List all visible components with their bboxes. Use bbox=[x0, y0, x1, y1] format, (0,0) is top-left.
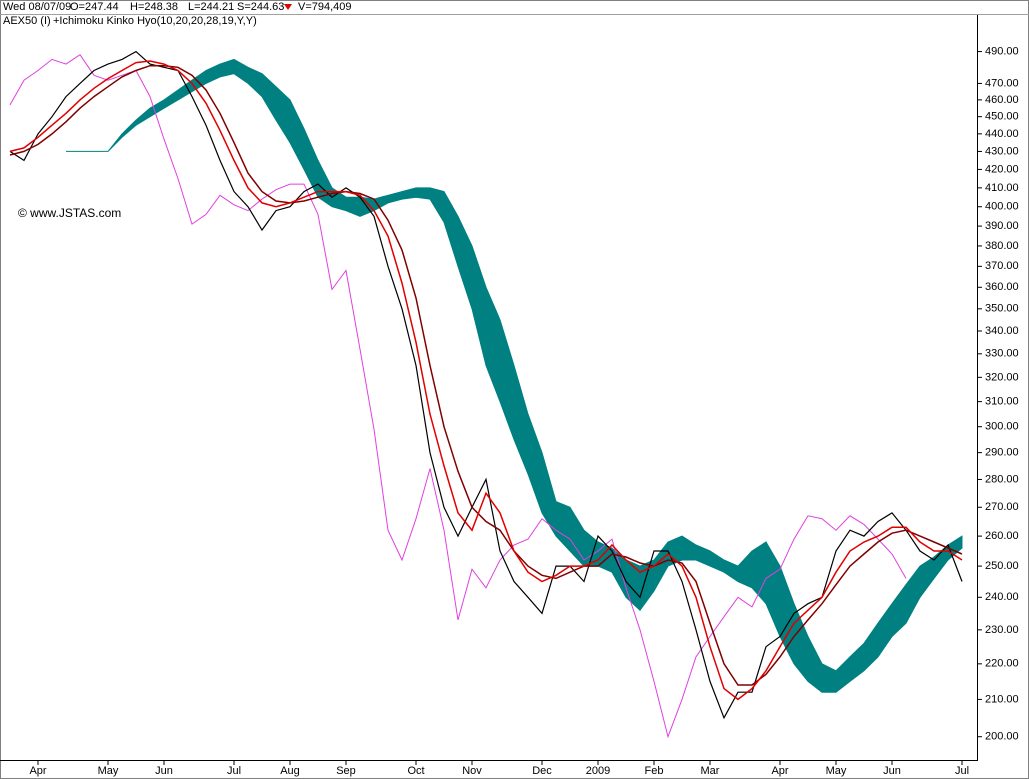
y-tick-label: 360.00 bbox=[985, 281, 1019, 293]
x-tick-label: Mar bbox=[701, 765, 720, 777]
x-tick-label: May bbox=[98, 765, 119, 777]
y-tick-label: 490.00 bbox=[985, 45, 1019, 57]
x-tick-label: 2009 bbox=[586, 765, 610, 777]
y-tick-label: 440.00 bbox=[985, 128, 1019, 140]
y-tick-label: 310.00 bbox=[985, 396, 1019, 408]
x-tick-label: Jul bbox=[955, 765, 969, 777]
series-line bbox=[9, 50, 963, 720]
cloud bbox=[66, 58, 963, 693]
y-tick-label: 280.00 bbox=[985, 473, 1019, 485]
x-tick-label: Apr bbox=[29, 765, 46, 777]
y-tick-label: 250.00 bbox=[985, 560, 1019, 572]
y-tick-label: 410.00 bbox=[985, 182, 1019, 194]
y-tick-label: 290.00 bbox=[985, 447, 1019, 459]
y-tick-label: 380.00 bbox=[985, 240, 1019, 252]
y-tick-label: 210.00 bbox=[985, 693, 1019, 705]
y-tick-label: 240.00 bbox=[985, 591, 1019, 603]
x-tick-label: Nov bbox=[462, 765, 482, 777]
header-item: V=794,409 bbox=[298, 1, 352, 13]
watermark: © www.JSTAS.com bbox=[18, 206, 121, 220]
y-tick-label: 370.00 bbox=[985, 260, 1019, 272]
x-tick-label: Jun bbox=[155, 765, 173, 777]
header-item: L=244.21 bbox=[188, 1, 234, 13]
series-line bbox=[9, 60, 963, 701]
header-item: Wed 08/07/09 bbox=[3, 1, 71, 13]
header-item: S=244.63 bbox=[237, 1, 284, 13]
y-tick-label: 460.00 bbox=[985, 94, 1019, 106]
y-tick-label: 400.00 bbox=[985, 201, 1019, 213]
x-tick-label: Jun bbox=[883, 765, 901, 777]
y-tick-label: 300.00 bbox=[985, 421, 1019, 433]
y-tick-label: 320.00 bbox=[985, 371, 1019, 383]
y-tick-label: 350.00 bbox=[985, 303, 1019, 315]
header-item: H=248.38 bbox=[130, 1, 178, 13]
x-tick-label: Dec bbox=[532, 765, 552, 777]
y-tick-label: 260.00 bbox=[985, 530, 1019, 542]
y-tick-label: 330.00 bbox=[985, 348, 1019, 360]
legend-text: AEX50 (I) bbox=[3, 15, 51, 27]
down-arrow bbox=[284, 4, 292, 10]
y-tick-label: 220.00 bbox=[985, 658, 1019, 670]
y-tick-label: 340.00 bbox=[985, 325, 1019, 337]
x-tick-label: Oct bbox=[407, 765, 424, 777]
y-tick-label: 270.00 bbox=[985, 501, 1019, 513]
series-line bbox=[9, 54, 907, 739]
y-tick-label: 200.00 bbox=[985, 731, 1019, 743]
x-tick-label: Feb bbox=[645, 765, 664, 777]
y-tick-label: 430.00 bbox=[985, 145, 1019, 157]
x-tick-label: Apr bbox=[771, 765, 788, 777]
x-tick-label: Aug bbox=[280, 765, 300, 777]
x-tick-label: May bbox=[826, 765, 847, 777]
y-tick-label: 470.00 bbox=[985, 77, 1019, 89]
y-tick-label: 450.00 bbox=[985, 111, 1019, 123]
header-item: O=247.44 bbox=[70, 1, 119, 13]
legend-text: +Ichimoku Kinko Hyo(10,20,20,28,19,Y,Y) bbox=[53, 15, 257, 27]
y-tick-label: 230.00 bbox=[985, 624, 1019, 636]
x-tick-label: Jul bbox=[227, 765, 241, 777]
y-tick-label: 420.00 bbox=[985, 163, 1019, 175]
y-tick-label: 390.00 bbox=[985, 220, 1019, 232]
x-tick-label: Sep bbox=[336, 765, 356, 777]
